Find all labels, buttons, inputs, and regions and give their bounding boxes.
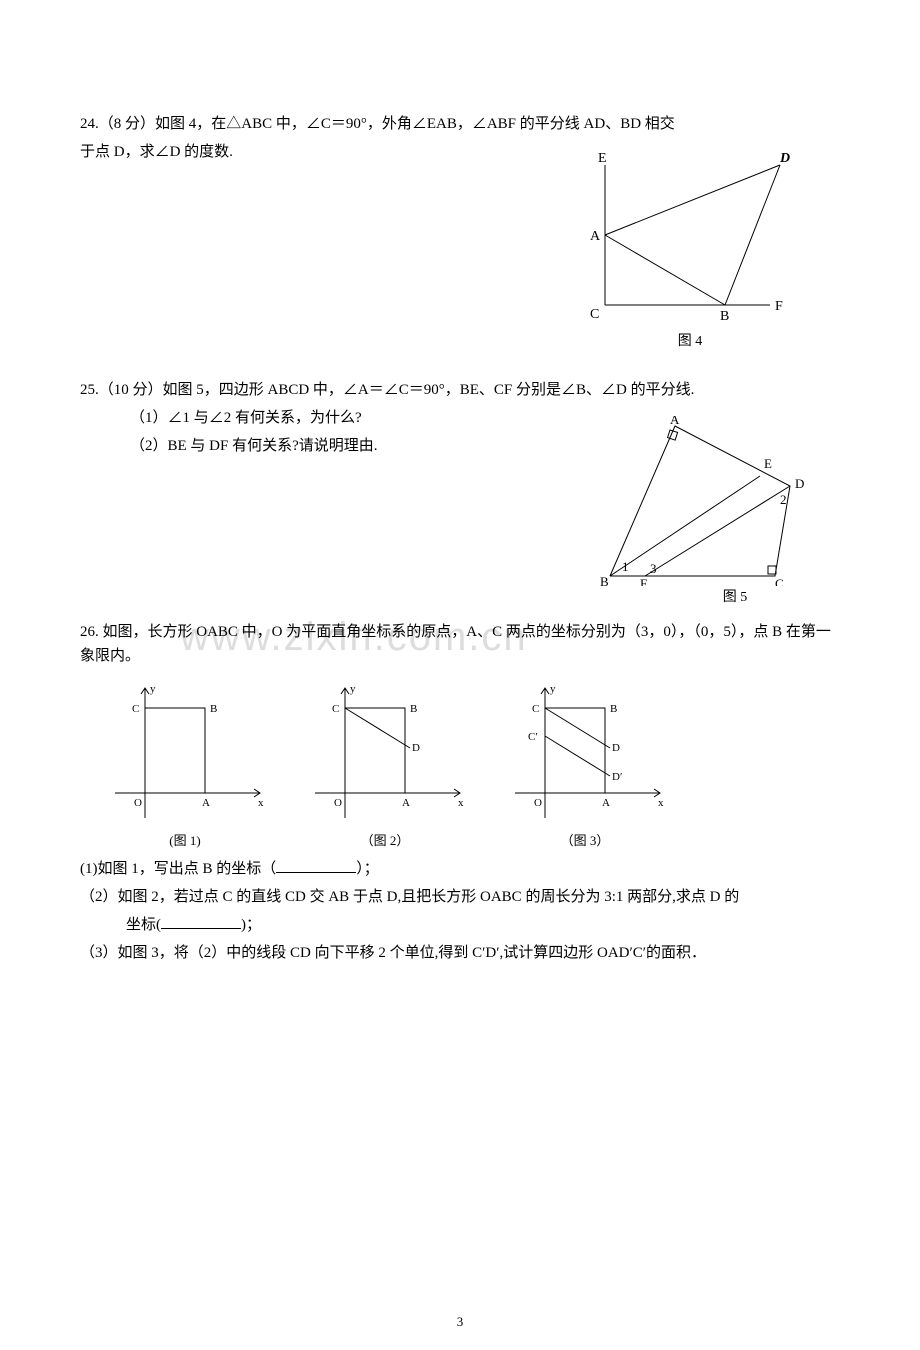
figure-5: A E D B F C 1 3 2 图 5 — [600, 416, 810, 606]
fig2-caption: （图 2） — [300, 830, 470, 849]
fig3-c: C — [532, 703, 539, 715]
fig1-c: C — [132, 703, 139, 715]
p26-sub2-l2: 坐标( )； — [80, 911, 840, 939]
fig5-label-e: E — [764, 456, 772, 471]
fig3-dp: D′ — [612, 771, 622, 783]
fig4-label-a: A — [590, 229, 601, 244]
fig2-x: x — [458, 797, 464, 809]
fig5-angle-3: 3 — [650, 561, 657, 576]
p26-line1: 26. 如图，长方形 OABC 中，O 为平面直角坐标系的原点，A、C 两点的坐… — [80, 620, 840, 668]
fig4-label-c: C — [590, 307, 599, 322]
fig3-caption: （图 3） — [500, 830, 670, 849]
fig5-label-c: C — [775, 576, 784, 586]
fig3-b: B — [610, 703, 617, 715]
problem-26: 26. 如图，长方形 OABC 中，O 为平面直角坐标系的原点，A、C 两点的坐… — [80, 620, 840, 967]
problem-25: 25.（10 分）如图 5，四边形 ABCD 中，∠A＝∠C＝90°，BE、CF… — [80, 376, 840, 460]
fig4-label-d: D — [779, 151, 790, 166]
p26-sub3: （3）如图 3，将（2）中的线段 CD 向下平移 2 个单位,得到 C′D′,试… — [80, 939, 840, 967]
figure-4: E D A C B F 图 4 — [580, 150, 800, 350]
p26-sub2-post: )； — [241, 917, 261, 933]
figure-26-2: y x O A C B D （图 2） — [300, 678, 470, 849]
fig1-b: B — [210, 703, 217, 715]
fig3-o: O — [534, 797, 542, 809]
fig5-label-f: F — [640, 576, 647, 586]
fig2-y: y — [350, 683, 356, 695]
fig2-b: B — [410, 703, 417, 715]
fig5-angle-2: 2 — [780, 492, 787, 507]
p26-sub2-pre2: 坐标( — [126, 917, 161, 933]
fig1-y: y — [150, 683, 156, 695]
fig5-label-b: B — [600, 574, 609, 586]
fig5-label-a: A — [670, 416, 680, 427]
fig4-label-e: E — [598, 151, 607, 166]
figure-5-caption: 图 5 — [600, 586, 810, 606]
fig3-d: D — [612, 742, 620, 754]
problem-24: 24.（8 分）如图 4，在△ABC 中，∠C＝90°，外角∠EAB，∠ABF … — [80, 110, 840, 166]
p26-sub1-pre: (1)如图 1，写出点 B 的坐标（ — [80, 861, 276, 877]
triple-figures: y x O A C B (图 1) — [100, 678, 840, 849]
fig4-label-b: B — [720, 309, 729, 324]
p24-line1: 24.（8 分）如图 4，在△ABC 中，∠C＝90°，外角∠EAB，∠ABF … — [80, 110, 840, 138]
fig2-o: O — [334, 797, 342, 809]
fig4-label-f: F — [775, 299, 783, 314]
fig3-x: x — [658, 797, 664, 809]
figure-4-caption: 图 4 — [580, 330, 800, 350]
fig1-a: A — [202, 797, 210, 809]
fig3-cp: C′ — [528, 731, 538, 743]
fig5-angle-1: 1 — [622, 559, 629, 574]
fig2-d: D — [412, 742, 420, 754]
p25-line1: 25.（10 分）如图 5，四边形 ABCD 中，∠A＝∠C＝90°，BE、CF… — [80, 376, 840, 404]
fig3-a: A — [602, 797, 610, 809]
fig3-y: y — [550, 683, 556, 695]
fig1-caption: (图 1) — [100, 830, 270, 849]
p26-sub1: (1)如图 1，写出点 B 的坐标（ ）； — [80, 855, 840, 883]
page-number: 3 — [0, 1314, 920, 1330]
figure-26-1: y x O A C B (图 1) — [100, 678, 270, 849]
fig1-o: O — [134, 797, 142, 809]
fig5-label-d: D — [795, 476, 804, 491]
fig2-c: C — [332, 703, 339, 715]
blank-2 — [161, 914, 241, 929]
fig2-a: A — [402, 797, 410, 809]
figure-26-3: y x O A C B D C′ D′ （图 3） — [500, 678, 670, 849]
fig1-x: x — [258, 797, 264, 809]
p26-sub1-post: ）； — [356, 861, 379, 877]
p26-sub2-l1: （2）如图 2，若过点 C 的直线 CD 交 AB 于点 D,且把长方形 OAB… — [80, 883, 840, 911]
blank-1 — [276, 858, 356, 873]
